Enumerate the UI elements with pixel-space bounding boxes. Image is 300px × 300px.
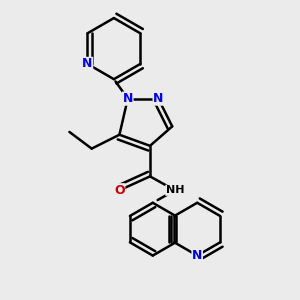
Text: N: N	[192, 249, 202, 262]
Text: N: N	[123, 92, 133, 105]
Text: N: N	[153, 92, 164, 105]
Text: N: N	[82, 57, 93, 70]
Text: O: O	[114, 184, 125, 197]
Text: NH: NH	[166, 185, 184, 195]
